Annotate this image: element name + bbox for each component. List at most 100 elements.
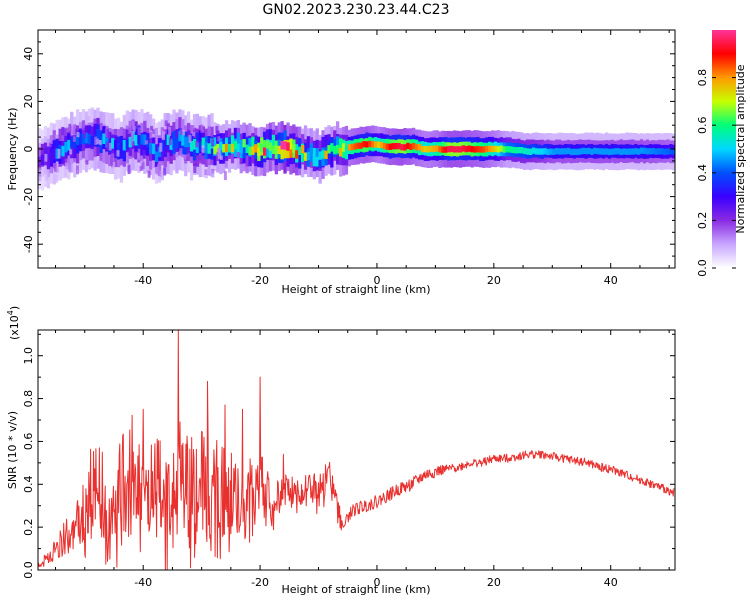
heatmap-cell — [417, 144, 422, 151]
heatmap-speckle — [61, 126, 65, 136]
heatmap-cell — [216, 134, 220, 153]
y-tick-label: 0 — [22, 146, 35, 153]
heatmap-cell — [397, 143, 401, 150]
snr-scale-label: (x104) — [6, 306, 21, 340]
heatmap-cell — [204, 142, 208, 153]
heatmap-cell — [622, 148, 626, 155]
heatmap-cell — [493, 145, 498, 152]
heatmap-cell — [496, 146, 501, 153]
heatmap-speckle — [44, 153, 48, 162]
heatmap-speckle — [57, 148, 61, 159]
heatmap-cell — [46, 152, 51, 163]
y-tick-label: -40 — [22, 235, 35, 253]
heatmap-cell — [192, 139, 197, 150]
heatmap-cell — [414, 144, 419, 151]
heatmap-cell — [587, 147, 591, 155]
heatmap-cell — [412, 142, 416, 150]
heatmap-cell — [260, 143, 264, 152]
heatmap-cell — [599, 148, 603, 155]
heatmap-speckle — [204, 169, 208, 175]
heatmap-cell — [450, 145, 454, 153]
heatmap-cell — [254, 144, 258, 153]
heatmap-speckle — [65, 127, 69, 133]
heatmap-cell — [473, 146, 477, 153]
heatmap-cell — [78, 133, 83, 144]
spectrogram-ticks: -40 -20 0 20 40 -40 -20 0 20 40 — [22, 29, 675, 287]
heatmap-speckle — [224, 161, 228, 168]
heatmap-cell — [283, 141, 287, 150]
heatmap-cell — [64, 141, 68, 153]
heatmap-cell — [455, 146, 460, 153]
heatmap-speckle — [223, 171, 227, 181]
heatmap-cell — [552, 148, 556, 155]
heatmap-cell — [344, 145, 349, 155]
heatmap-cell — [251, 136, 255, 155]
heatmap-cell — [423, 146, 427, 153]
heatmap-cell — [575, 148, 579, 156]
heatmap-cell — [654, 148, 658, 155]
heatmap-cell — [230, 143, 235, 153]
heatmap-cell — [245, 144, 249, 153]
heatmap-cell — [251, 146, 255, 155]
heatmap-speckle — [45, 171, 49, 181]
heatmap-speckle — [137, 127, 141, 136]
heatmap-cell — [365, 141, 369, 148]
heatmap-cell — [81, 134, 86, 145]
heatmap-speckle — [200, 124, 204, 133]
heatmap-speckle — [111, 153, 115, 160]
heatmap-cell — [315, 148, 319, 167]
heatmap-cell — [388, 143, 392, 150]
heatmap-cell — [40, 154, 45, 166]
heatmap-cell — [114, 140, 118, 151]
heatmap-cell — [543, 148, 547, 155]
x-tick-label: 40 — [604, 576, 618, 589]
heatmap-speckle — [104, 128, 108, 138]
x-tick-label: -20 — [251, 274, 269, 287]
x-tick-label: -40 — [134, 576, 152, 589]
heatmap-speckle — [98, 140, 102, 145]
heatmap-cell — [596, 148, 600, 155]
heatmap-speckle — [116, 150, 120, 157]
heatmap-cell — [616, 148, 620, 155]
heatmap-speckle — [130, 136, 134, 146]
heatmap-speckle — [217, 136, 221, 142]
heatmap-cell — [149, 142, 153, 154]
heatmap-speckle — [159, 142, 163, 152]
colorbar: 0.0 0.2 0.4 0.6 0.8 Normalized spectral ampl… — [696, 30, 747, 277]
heatmap-cell — [157, 146, 162, 158]
heatmap-speckle — [219, 155, 223, 160]
heatmap-cell — [631, 148, 635, 155]
heatmap-speckle — [192, 131, 195, 136]
heatmap-speckle — [72, 129, 76, 134]
heatmap-speckle — [107, 131, 111, 138]
heatmap-cell — [324, 150, 328, 159]
heatmap-speckle — [179, 148, 183, 157]
heatmap-speckle — [162, 131, 165, 140]
spectrogram-xlabel: Height of straight line (km) — [281, 283, 430, 296]
heatmap-cell — [213, 145, 217, 155]
heatmap-cell — [549, 148, 553, 155]
heatmap-speckle — [131, 120, 135, 130]
snr-ticks: -40 -20 0 20 40 0.0 0.2 0.4 0.6 0.8 1.0 — [22, 330, 675, 589]
heatmap-speckle — [191, 125, 195, 131]
heatmap-speckle — [76, 131, 80, 138]
heatmap-speckle — [163, 167, 167, 176]
heatmap-speckle — [68, 163, 72, 173]
heatmap-cell — [517, 147, 521, 154]
heatmap-speckle — [76, 165, 79, 175]
heatmap-speckle — [110, 156, 114, 166]
heatmap-cell — [239, 144, 243, 153]
heatmap-cell — [96, 129, 100, 140]
heatmap-cell — [52, 148, 56, 160]
heatmap-cell — [441, 146, 445, 153]
colorbar-label: Normalized spectral amplitude — [734, 64, 747, 233]
x-tick-label: 40 — [604, 274, 618, 287]
heatmap-cell — [295, 150, 299, 159]
x-tick-label: 0 — [373, 274, 380, 287]
heatmap-speckle — [159, 170, 163, 178]
heatmap-cell — [280, 141, 284, 160]
heatmap-cell — [561, 148, 565, 155]
heatmap-cell — [470, 146, 474, 153]
heatmap-cell — [584, 148, 588, 155]
heatmap-cell — [672, 148, 676, 155]
